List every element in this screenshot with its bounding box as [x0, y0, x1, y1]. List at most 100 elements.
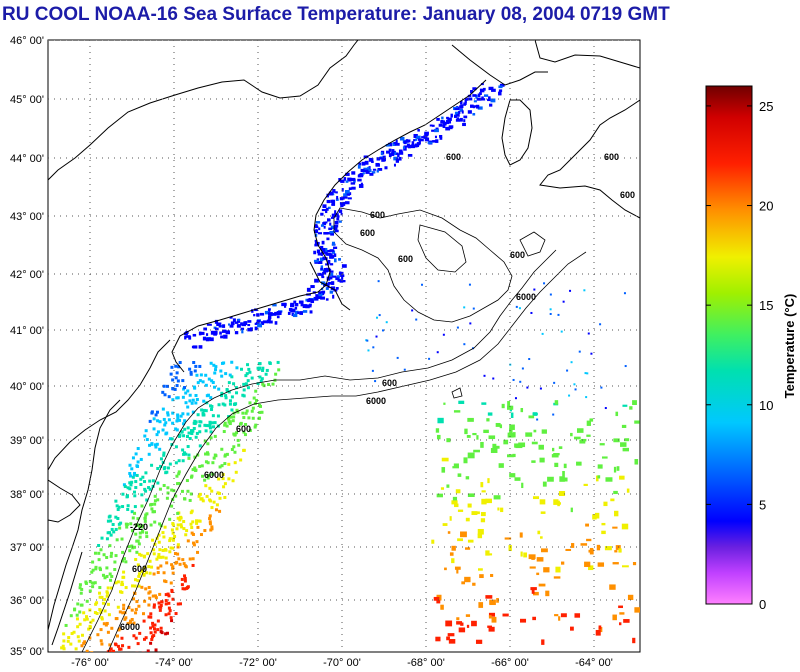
sst-pixel: [335, 191, 338, 194]
sst-pixel: [167, 395, 171, 399]
sst-pixel: [188, 557, 192, 561]
sst-pixel: [335, 287, 339, 290]
sst-pixel: [98, 608, 102, 612]
sst-pixel: [554, 400, 559, 405]
sst-pixel: [168, 550, 172, 554]
sst-pixel: [488, 86, 494, 91]
sst-pixel: [162, 417, 166, 421]
sst-pixel: [396, 356, 399, 359]
sst-pixel: [375, 316, 378, 319]
sst-pixel: [455, 489, 461, 494]
sst-pixel: [458, 400, 465, 404]
sst-pixel: [240, 327, 245, 330]
sst-pixel: [82, 611, 86, 615]
sst-pixel: [543, 567, 550, 573]
sst-pixel: [375, 163, 380, 167]
sst-pixel: [140, 493, 144, 497]
sst-pixel: [521, 482, 524, 489]
sst-pixel: [143, 516, 147, 520]
sst-pixel: [203, 529, 207, 533]
sst-pixel: [203, 439, 207, 443]
sst-pixel: [195, 373, 199, 377]
sst-pixel: [180, 430, 184, 434]
lat-label: 36° 00': [10, 595, 44, 607]
sst-pixel: [357, 178, 362, 182]
sst-pixel: [109, 554, 113, 558]
sst-pixel: [88, 580, 92, 584]
sst-pixel: [345, 180, 349, 183]
sst-pixel: [134, 486, 138, 490]
sst-pixel: [182, 527, 186, 531]
sst-pixel: [114, 515, 118, 519]
sst-pixel: [244, 374, 248, 378]
sst-pixel: [253, 314, 256, 317]
sst-pixel: [376, 157, 381, 161]
sst-pixel: [316, 258, 320, 261]
sst-pixel: [247, 367, 251, 371]
sst-pixel: [458, 110, 461, 114]
sst-pixel: [371, 369, 374, 372]
sst-pixel: [147, 585, 151, 589]
sst-pixel: [96, 633, 100, 637]
sst-pixel: [206, 473, 210, 477]
sst-pixel: [384, 166, 388, 170]
sst-pixel: [174, 612, 178, 616]
sst-pixel: [553, 381, 556, 384]
sst-pixel: [128, 463, 132, 467]
sst-pixel: [62, 639, 66, 643]
sst-pixel: [292, 313, 298, 318]
sst-pixel: [294, 302, 299, 307]
sst-pixel: [174, 376, 178, 380]
sst-pixel: [385, 144, 390, 147]
sst-pixel: [290, 302, 295, 306]
contour-label: 600: [360, 228, 375, 238]
colorbar-tick-label: 15: [759, 298, 773, 313]
sst-pixel: [274, 311, 278, 315]
sst-pixel: [142, 637, 146, 641]
sst-pixel: [236, 319, 241, 323]
sst-pixel: [170, 365, 174, 369]
sst-pixel: [186, 405, 190, 409]
sst-pixel: [251, 416, 255, 420]
sst-pixel: [336, 217, 340, 221]
sst-pixel: [159, 464, 163, 468]
sst-pixel: [458, 627, 466, 633]
sst-pixel: [362, 172, 365, 175]
sst-pixel: [121, 550, 125, 554]
sst-pixel: [149, 626, 153, 630]
sst-pixel: [453, 114, 457, 118]
sst-pixel: [69, 642, 73, 646]
sst-pixel: [539, 387, 542, 390]
sst-pixel: [134, 532, 138, 536]
sst-pixel: [509, 424, 515, 430]
sst-pixel: [149, 503, 153, 507]
sst-pixel: [91, 560, 95, 564]
sst-pixel: [198, 424, 202, 428]
sst-pixel: [539, 457, 545, 463]
sst-pixel: [221, 329, 227, 333]
sst-pixel: [325, 247, 328, 252]
sst-pixel: [532, 591, 539, 596]
sst-pixel: [80, 644, 84, 648]
sst-pixel: [256, 319, 261, 323]
sst-pixel: [190, 432, 194, 436]
sst-pixel: [529, 566, 536, 569]
sst-pixel: [435, 636, 441, 642]
sst-pixel: [155, 536, 159, 540]
sst-pixel: [528, 554, 536, 560]
sst-pixel: [223, 334, 228, 339]
sst-pixel: [442, 333, 445, 336]
sst-pixel: [134, 452, 138, 456]
sst-pixel: [472, 87, 477, 91]
sst-pixel: [85, 649, 89, 652]
sst-pixel: [551, 447, 555, 452]
sst-pixel: [541, 332, 544, 335]
sst-pixel: [100, 616, 104, 620]
sst-pixel: [462, 122, 466, 127]
sst-pixel: [145, 498, 149, 502]
sst-pixel: [590, 352, 593, 355]
contour-label: 600: [236, 424, 251, 434]
sst-pixel: [220, 391, 224, 395]
sst-pixel: [394, 142, 400, 146]
sst-pixel: [126, 486, 130, 490]
